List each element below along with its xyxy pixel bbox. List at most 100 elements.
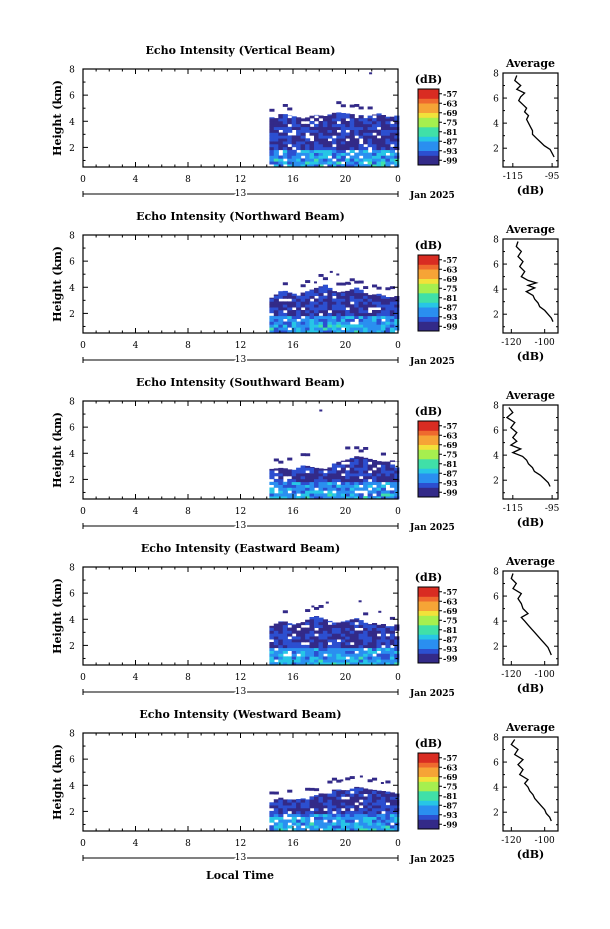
echo-cell: [269, 141, 275, 145]
echo-cell: [327, 659, 333, 663]
echo-cell: [318, 653, 324, 657]
echo-cell: [296, 639, 302, 643]
echo-cell: [372, 819, 378, 823]
echo-cell: [296, 642, 302, 646]
echo-cell: [372, 294, 378, 296]
colorbar-cell: [418, 478, 439, 483]
echo-cell: [309, 132, 315, 136]
echo-cell: [287, 644, 293, 649]
echo-cell: [273, 294, 279, 296]
echo-cell: [367, 793, 373, 797]
echo-cell: [273, 304, 279, 308]
echo-cell: [336, 304, 342, 308]
echo-cell: [309, 656, 315, 660]
echo-cell: [269, 493, 275, 497]
echo-cell: [278, 624, 284, 628]
colorbar-cell: [418, 795, 439, 801]
colorbar-tick-label: -99: [443, 819, 458, 829]
echo-cell: [367, 138, 373, 142]
echo-cell: [273, 126, 279, 130]
echo-cell: [372, 793, 378, 797]
echo-cell: [309, 822, 315, 826]
echo-cell: [354, 123, 360, 128]
echo-cell: [318, 115, 324, 119]
echo-cell: [309, 659, 315, 663]
echo-cell: [309, 310, 315, 314]
echo-cell: [380, 470, 386, 474]
echo-cell: [331, 330, 337, 334]
echo-cell: [363, 152, 369, 156]
echo-cell: [372, 805, 378, 809]
echo-cell: [345, 132, 351, 136]
echo-cell: [314, 478, 320, 483]
echo-cell: [345, 113, 351, 116]
x-tick-label: 4: [133, 507, 139, 517]
echo-cell: [385, 126, 391, 130]
echo-cell: [331, 493, 337, 497]
echo-cell: [336, 487, 342, 491]
echo-cell: [282, 315, 288, 319]
echo-cell: [300, 164, 306, 168]
echo-cell: [325, 601, 329, 604]
echo-cell: [336, 799, 342, 803]
colorbar-cell: [418, 146, 439, 151]
echo-cell: [282, 292, 288, 296]
echo-cell: [358, 321, 364, 325]
x-tick-label: 0: [395, 175, 401, 185]
echo-cell: [340, 152, 346, 156]
echo-cell: [296, 825, 302, 829]
echo-cell: [291, 819, 297, 823]
echo-cell: [389, 138, 395, 142]
echo-cell: [309, 828, 315, 832]
echo-cell: [322, 647, 328, 651]
echo-cell: [354, 796, 360, 800]
echo-cell: [389, 627, 395, 631]
echo-cell: [278, 476, 284, 480]
echo-cell: [291, 327, 297, 331]
echo-cell: [287, 633, 293, 637]
echo-cell: [300, 496, 306, 500]
echo-cell: [322, 656, 328, 660]
echo-cell: [363, 796, 369, 800]
colorbar-cell: [418, 644, 439, 649]
y-tick-label: 2: [69, 808, 75, 818]
echo-cell: [282, 630, 288, 634]
echo-cell: [367, 304, 373, 308]
echo-cell: [309, 289, 315, 294]
echo-cell: [318, 822, 324, 826]
echo-cell: [305, 292, 311, 296]
echo-cell: [389, 796, 395, 800]
x-axis-label: Local Time: [206, 869, 274, 882]
echo-cell: [345, 642, 351, 646]
echo-cell: [269, 129, 275, 133]
echo-cell: [314, 822, 320, 826]
echo-cell: [349, 828, 355, 832]
echo-cell: [367, 164, 373, 168]
echo-cell: [269, 816, 275, 820]
echo-cell: [273, 310, 279, 314]
echo-cell: [345, 115, 351, 119]
echo-cell: [340, 793, 346, 797]
echo-cell: [376, 810, 382, 815]
echo-cell: [336, 796, 342, 800]
echo-cell: [367, 126, 373, 130]
echo-cell: [278, 799, 284, 803]
echo-cell: [287, 330, 293, 334]
echo-cell: [291, 659, 297, 663]
echo-cell: [278, 819, 284, 823]
echo-cell: [394, 327, 400, 331]
echo-cell: [389, 297, 395, 299]
echo-cell: [358, 813, 364, 817]
echo-cell: [318, 825, 324, 829]
echo-cell: [322, 312, 328, 317]
echo-cell: [331, 473, 337, 477]
colorbar-cell: [418, 800, 439, 806]
echo-cell: [385, 470, 391, 474]
echo-cell: [354, 828, 360, 832]
echo-cell: [336, 490, 342, 494]
echo-cell: [273, 301, 279, 305]
echo-cell: [380, 121, 386, 125]
echo-cell: [372, 461, 378, 465]
echo-cell: [358, 327, 364, 331]
echo-cell: [287, 141, 293, 145]
